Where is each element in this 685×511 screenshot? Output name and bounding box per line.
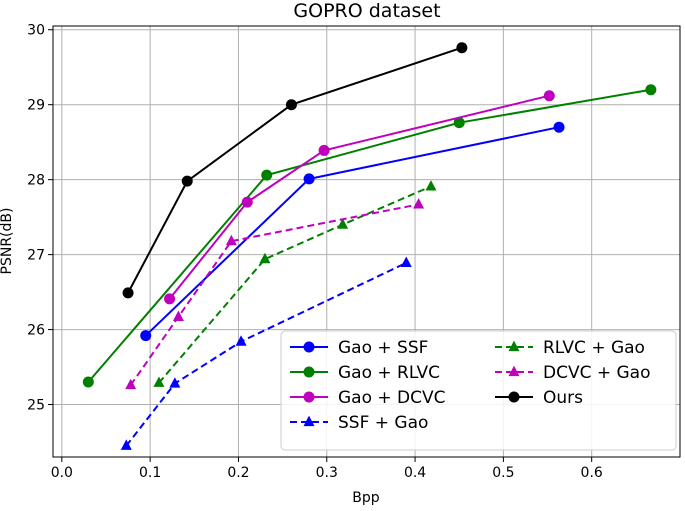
data-point — [413, 198, 425, 209]
series-line — [127, 46, 463, 294]
series-line — [158, 185, 432, 384]
plot-frame — [52, 25, 681, 458]
y-tick-label: 29 — [27, 98, 45, 114]
x-tick-label: 0.5 — [492, 465, 514, 481]
series-group — [120, 256, 412, 450]
series-group — [164, 90, 555, 305]
legend-label: Gao + RLVC — [338, 363, 440, 383]
data-point — [169, 377, 181, 388]
data-point — [140, 330, 152, 342]
data-point — [82, 376, 94, 388]
series-line — [87, 88, 652, 383]
data-point — [425, 180, 437, 191]
data-point — [172, 310, 184, 321]
legend-marker — [508, 340, 520, 352]
data-point — [645, 84, 657, 96]
legend-entry: SSF + Gao — [290, 413, 428, 433]
legend-entry: RLVC + Gao — [495, 338, 645, 358]
data-point — [241, 196, 253, 208]
data-point — [543, 90, 555, 102]
y-tick-label: 25 — [27, 398, 45, 414]
data-point — [285, 99, 297, 111]
series-line — [145, 126, 560, 337]
y-tick-label: 27 — [27, 248, 45, 264]
legend-label: Gao + DCVC — [338, 388, 446, 408]
data-point — [456, 42, 468, 54]
y-tick-label: 26 — [27, 323, 45, 339]
legend-marker — [508, 391, 520, 403]
legend-entry: Gao + SSF — [290, 338, 428, 358]
legend-entry: Ours — [495, 388, 583, 408]
data-point — [259, 252, 271, 264]
data-point — [153, 376, 165, 387]
legend-marker — [303, 341, 315, 353]
legend-marker — [303, 366, 315, 378]
y-axis-label: PSNR(dB) — [0, 208, 15, 275]
legend-entry: Gao + RLVC — [290, 363, 440, 383]
legend-marker — [508, 365, 520, 377]
data-point — [125, 378, 137, 390]
data-point — [400, 256, 412, 267]
legend-label: Ours — [543, 388, 583, 408]
x-axis-label: Bpp — [352, 490, 379, 506]
y-tick-label: 28 — [27, 173, 45, 189]
grid — [53, 26, 680, 457]
plot-area — [82, 42, 657, 450]
data-point — [181, 175, 193, 187]
data-point — [225, 234, 237, 246]
data-point — [337, 218, 349, 229]
data-point — [453, 117, 465, 129]
series-group — [82, 84, 657, 388]
x-tick-label: 0.1 — [139, 465, 161, 481]
x-tick-label: 0.4 — [404, 465, 426, 481]
legend-entry: DCVC + Gao — [495, 363, 651, 383]
x-tick-label: 0.0 — [51, 465, 73, 481]
legend-marker — [303, 391, 315, 403]
x-tick-label: 0.6 — [581, 465, 603, 481]
legend-label: DCVC + Gao — [543, 363, 651, 383]
legend-label: RLVC + Gao — [543, 338, 645, 358]
legend-entry: Gao + DCVC — [290, 388, 446, 408]
data-point — [261, 169, 273, 181]
data-point — [122, 287, 134, 299]
axis-ticks: 0.0 0.1 0.2 0.3 0.4 0.5 0.6 25 26 27 28 29 30 — [27, 23, 603, 481]
x-tick-label: 0.3 — [316, 465, 338, 481]
data-point — [303, 173, 315, 185]
y-tick-label: 30 — [27, 23, 45, 39]
series-group — [153, 180, 437, 387]
series-group — [122, 42, 468, 299]
x-tick-label: 0.2 — [227, 465, 249, 481]
data-point — [164, 293, 176, 305]
legend-box — [280, 330, 677, 451]
legend-marker — [303, 415, 315, 427]
series-group — [140, 121, 565, 342]
legend-label: SSF + Gao — [338, 413, 428, 433]
data-point — [235, 335, 247, 346]
legend-label: Gao + SSF — [338, 338, 428, 358]
chart-title: GOPRO dataset — [293, 0, 440, 22]
data-point — [553, 121, 565, 133]
data-point — [120, 439, 132, 450]
series-line — [125, 261, 407, 447]
data-point — [318, 144, 330, 156]
series-line — [168, 94, 550, 300]
series-group — [125, 198, 425, 390]
legend: Gao + SSF Gao + RLVC Gao + DCVC SSF + Gao RL… — [280, 330, 677, 451]
